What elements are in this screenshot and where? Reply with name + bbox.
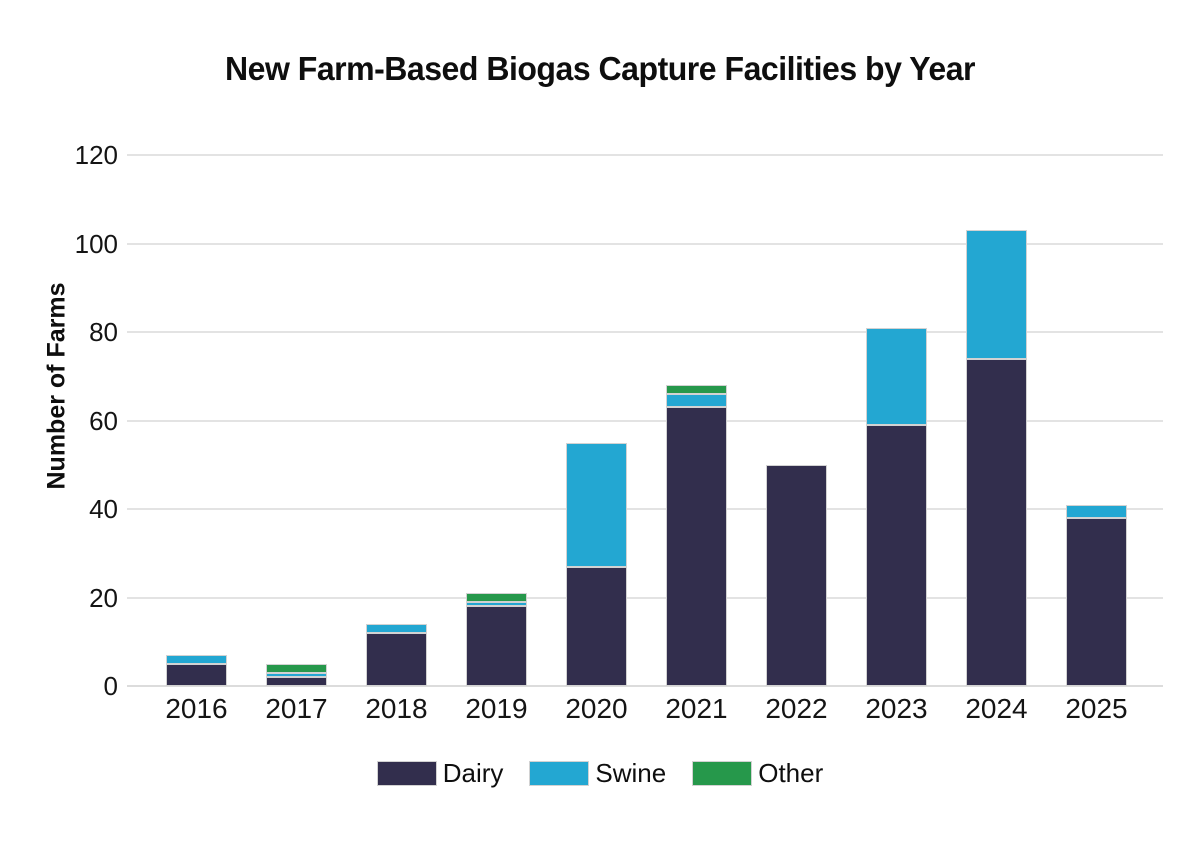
bar-2023 bbox=[866, 327, 927, 686]
x-tick-label-2021: 2021 bbox=[665, 693, 728, 724]
bar-segment-swine-2018 bbox=[366, 624, 427, 633]
bar-segment-dairy-2025 bbox=[1066, 517, 1127, 686]
bar-segment-dairy-2018 bbox=[366, 632, 427, 686]
gridline-80 bbox=[127, 331, 1163, 333]
bar-segment-dairy-2016 bbox=[166, 663, 227, 686]
bar-segment-other-2019 bbox=[466, 593, 527, 602]
gridline-60 bbox=[127, 419, 1163, 422]
bar-segment-dairy-2022 bbox=[766, 464, 827, 686]
x-tick-label-2023: 2023 bbox=[865, 693, 928, 724]
bar-segment-dairy-2019 bbox=[466, 606, 527, 686]
bar-segment-dairy-2024 bbox=[966, 358, 1027, 686]
gridline-40 bbox=[127, 508, 1163, 510]
bar-segment-other-2017 bbox=[266, 663, 327, 673]
bar-segment-dairy-2020 bbox=[566, 566, 627, 686]
bar-2025 bbox=[1066, 504, 1127, 686]
bar-segment-swine-2020 bbox=[566, 442, 627, 567]
legend-swatch-swine bbox=[529, 761, 590, 786]
axis-baseline bbox=[127, 685, 1163, 687]
legend-swatch-other bbox=[692, 761, 753, 786]
legend-label-dairy: Dairy bbox=[442, 758, 504, 788]
legend: Dairy Swine Other bbox=[0, 758, 1200, 789]
y-tick-label-20: 20 bbox=[89, 582, 118, 613]
legend-item-swine: Swine bbox=[529, 758, 666, 789]
y-tick-label-120: 120 bbox=[74, 140, 118, 170]
y-axis-title: Number of Farms bbox=[42, 282, 71, 490]
x-tick-label-2025: 2025 bbox=[1065, 693, 1128, 724]
y-tick-label-0: 0 bbox=[103, 671, 118, 701]
bar-2018 bbox=[366, 624, 427, 686]
x-tick-label-2016: 2016 bbox=[165, 693, 228, 724]
x-tick-label-2024: 2024 bbox=[965, 693, 1028, 724]
bar-2020 bbox=[566, 442, 627, 686]
bar-2019 bbox=[466, 593, 527, 686]
x-tick-label-2020: 2020 bbox=[565, 693, 628, 724]
bar-2017 bbox=[266, 663, 327, 686]
bar-2024 bbox=[966, 230, 1027, 686]
bar-segment-swine-2025 bbox=[1066, 504, 1127, 518]
legend-item-dairy: Dairy bbox=[376, 758, 504, 789]
bar-2022 bbox=[766, 464, 827, 686]
bar-segment-swine-2016 bbox=[166, 655, 227, 664]
bar-segment-swine-2019 bbox=[466, 601, 527, 607]
bar-segment-dairy-2023 bbox=[866, 424, 927, 686]
x-tick-label-2018: 2018 bbox=[365, 693, 428, 724]
bar-segment-swine-2017 bbox=[266, 672, 327, 678]
x-tick-label-2019: 2019 bbox=[465, 693, 528, 724]
y-tick-label-60: 60 bbox=[89, 405, 118, 436]
x-tick-label-2022: 2022 bbox=[765, 693, 828, 724]
bar-segment-other-2021 bbox=[666, 385, 727, 394]
y-tick-label-40: 40 bbox=[89, 494, 118, 524]
x-tick-label-2017: 2017 bbox=[265, 693, 328, 724]
legend-swatch-dairy bbox=[376, 761, 437, 786]
chart-title: New Farm-Based Biogas Capture Facilities… bbox=[224, 50, 975, 87]
gridline-20 bbox=[127, 596, 1163, 599]
bar-segment-dairy-2017 bbox=[266, 677, 327, 686]
bar-segment-swine-2024 bbox=[966, 230, 1027, 359]
gridline-100 bbox=[127, 242, 1163, 245]
legend-item-other: Other bbox=[692, 758, 823, 789]
gridline-120 bbox=[127, 154, 1163, 156]
legend-label-other: Other bbox=[758, 758, 824, 788]
y-tick-label-100: 100 bbox=[74, 228, 118, 259]
bar-segment-swine-2023 bbox=[866, 327, 927, 425]
y-tick-label-80: 80 bbox=[89, 317, 118, 347]
bar-segment-swine-2021 bbox=[666, 393, 727, 408]
bar-2021 bbox=[666, 385, 727, 686]
bar-segment-dairy-2021 bbox=[666, 407, 727, 686]
bar-2016 bbox=[166, 655, 227, 686]
legend-label-swine: Swine bbox=[595, 758, 667, 788]
